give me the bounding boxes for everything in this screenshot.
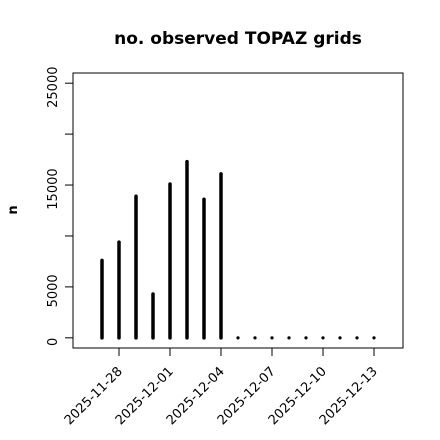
zero-point	[253, 336, 257, 340]
zero-point	[338, 336, 342, 340]
chart-title: no. observed TOPAZ grids	[114, 29, 362, 49]
y-tick-label: 0	[46, 338, 61, 346]
zero-point	[287, 336, 291, 340]
zero-point	[304, 336, 308, 340]
y-tick-label: 5000	[46, 274, 61, 307]
plot-area: 0500015000250002025-11-282025-12-012025-…	[46, 67, 404, 428]
zero-point	[236, 336, 240, 340]
y-tick-label: 25000	[46, 67, 61, 108]
zero-point	[355, 336, 359, 340]
plot-frame	[72, 72, 404, 349]
y-axis-label: n	[6, 205, 21, 214]
zero-point	[321, 336, 325, 340]
zero-point	[270, 336, 274, 340]
y-tick-label: 15000	[46, 168, 61, 209]
zero-point	[372, 336, 376, 340]
